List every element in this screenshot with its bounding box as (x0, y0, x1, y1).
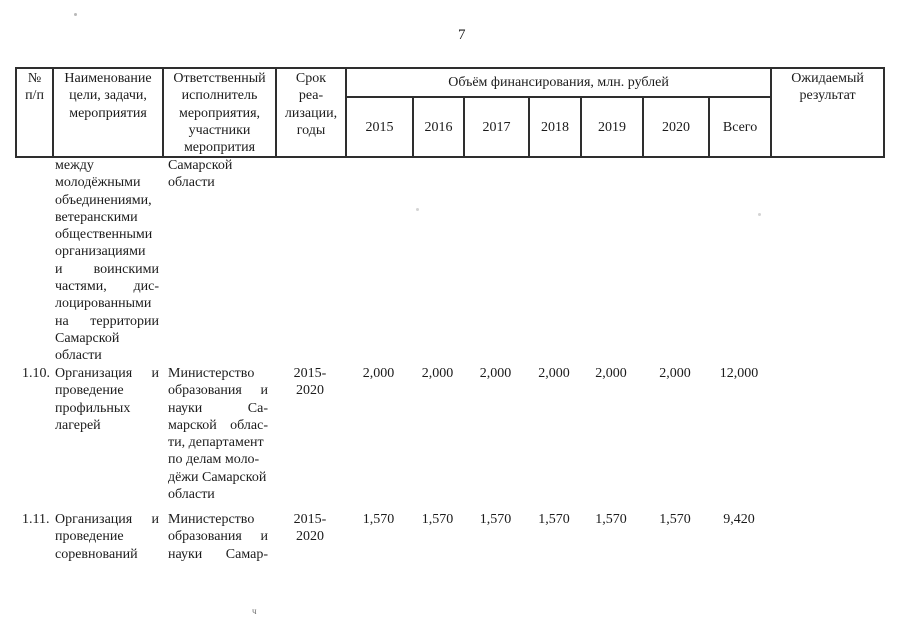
col-header-executor: Ответственный исполнитель мероприятия, учас… (162, 66, 277, 159)
period-cell: 2015- 2020 (293, 512, 327, 545)
col-header-year-2018: 2018 (528, 96, 582, 159)
scan-speck (416, 208, 419, 211)
row-number: 1.11. (22, 512, 50, 527)
value-2016: 2,000 (421, 366, 454, 381)
col-header-expected-result: Ожидаемый результат (770, 66, 886, 159)
col-header-year-2015: 2015 (345, 96, 414, 159)
period-cell: 2015- 2020 (293, 366, 327, 399)
activity-name-cell: Организация и проведение профильных лагерей (55, 366, 159, 433)
col-header-number: № п/п (15, 66, 54, 159)
value-2020: 2,000 (659, 366, 691, 381)
col-header-name: Наименование цели, задачи, мероприятия (52, 66, 164, 159)
value-2019: 2,000 (595, 366, 627, 381)
value-2019: 1,570 (595, 512, 627, 527)
expected-result-cell (770, 365, 883, 503)
value-2018: 1,570 (538, 512, 570, 527)
value-total: 12,000 (719, 366, 759, 381)
col-header-year-2020: 2020 (642, 96, 710, 159)
table-row-1-11: 1.11. Организация и проведение соревнований… (15, 511, 883, 563)
row-number: 1.10. (22, 366, 50, 381)
value-total: 9,420 (723, 512, 755, 527)
executor-cell: Министерство образования и науки Са-марской о… (168, 366, 268, 503)
col-header-period: Срок реа-лизации, годы (275, 66, 347, 159)
value-2015: 1,570 (362, 512, 395, 527)
financing-table-header: № п/п Наименование цели, задачи, мероприяти… (15, 66, 886, 159)
value-2015: 2,000 (362, 366, 395, 381)
col-header-year-2016: 2016 (412, 96, 465, 159)
value-2016: 1,570 (421, 512, 454, 527)
activity-name-cell: между молодёжными объединениями, ветерански… (55, 158, 159, 364)
executor-cell: Самарской области (168, 158, 233, 191)
value-2020: 1,570 (659, 512, 691, 527)
col-header-total: Всего (707, 96, 773, 159)
col-header-financing: Объём финансирования, млн. рублей (344, 66, 773, 99)
scan-speck (758, 213, 761, 216)
table-row-1-10: 1.10. Организация и проведение профильных ла… (15, 365, 883, 503)
value-2018: 2,000 (538, 366, 570, 381)
expected-result-cell (770, 511, 883, 563)
col-header-year-2017: 2017 (463, 96, 530, 159)
value-2017: 1,570 (479, 512, 512, 527)
table-row-continuation: между молодёжными объединениями, ветерански… (15, 157, 883, 365)
value-2017: 2,000 (479, 366, 512, 381)
col-header-year-2019: 2019 (580, 96, 644, 159)
scan-speck (74, 13, 77, 16)
page-number: 7 (458, 27, 466, 43)
scan-mark: ч (252, 606, 257, 616)
executor-cell: Министерство образования и науки Самар- (168, 512, 268, 562)
activity-name-cell: Организация и проведение соревнований (55, 512, 159, 562)
